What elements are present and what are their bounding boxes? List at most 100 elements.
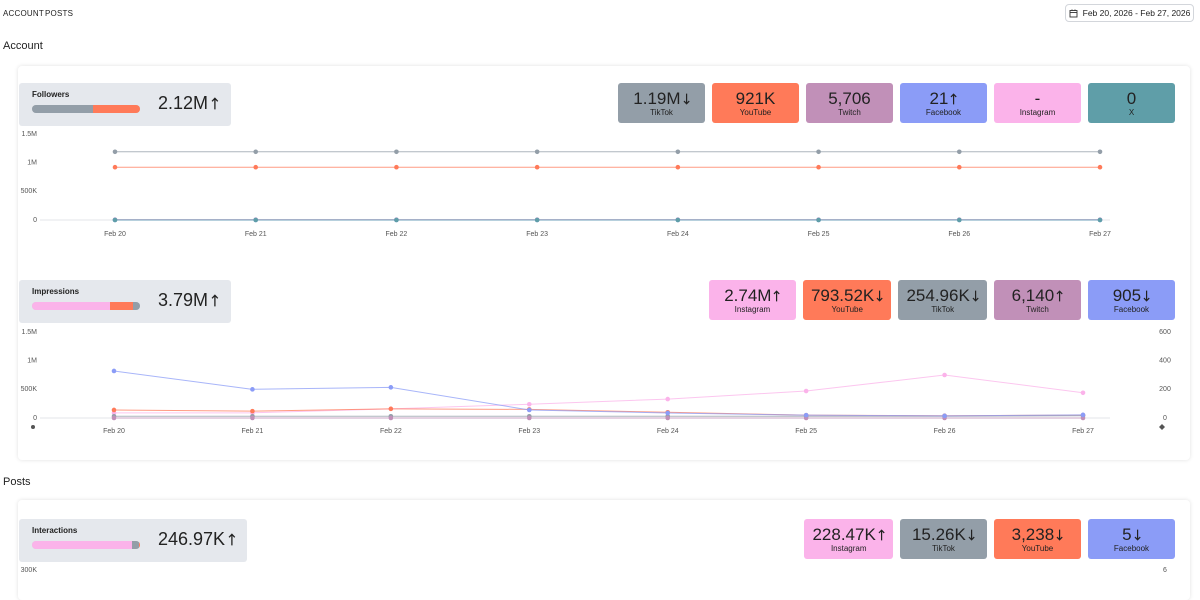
y-tick-label: 500K — [21, 386, 38, 393]
x-tick-label: Feb 27 — [1072, 428, 1094, 435]
y-tick-label: 1.5M — [21, 131, 37, 138]
x-tick-label: Feb 21 — [242, 428, 264, 435]
series-point — [394, 218, 399, 223]
platform-value: 793.52K — [811, 286, 874, 305]
trend-up-icon — [773, 290, 780, 302]
trend-down-icon — [968, 529, 975, 541]
x-tick-label: Feb 22 — [380, 428, 402, 435]
series-point — [112, 369, 117, 374]
x-tick-label: Feb 27 — [1089, 231, 1111, 238]
trend-down-icon — [1134, 529, 1141, 541]
platform-name: YouTube — [740, 108, 771, 117]
x-tick-label: Feb 20 — [104, 231, 126, 238]
series-point — [389, 407, 394, 412]
platform-value-row: 3,238 — [1012, 525, 1064, 544]
share-segment — [32, 105, 93, 113]
series-point — [535, 165, 540, 170]
series-point — [676, 218, 681, 223]
series-point — [112, 416, 117, 421]
platform-value: 905 — [1113, 286, 1141, 305]
platform-value: 21 — [929, 89, 948, 108]
platform-value-row: 921K — [736, 89, 776, 108]
platform-value: 254.96K — [906, 286, 969, 305]
series-point — [394, 149, 399, 154]
series-point — [389, 385, 394, 390]
platform-value: 5,706 — [828, 89, 871, 108]
series-point — [113, 218, 118, 223]
series-point — [535, 218, 540, 223]
x-tick-label: Feb 21 — [245, 231, 267, 238]
y-tick-label: 1.5M — [21, 329, 37, 336]
platform-value-row: - — [1035, 89, 1041, 108]
y-tick-label: 500K — [21, 188, 38, 195]
arrow-path — [951, 94, 956, 104]
series-point — [113, 149, 118, 154]
platform-tile[interactable]: -Instagram — [994, 83, 1081, 123]
series-point — [253, 149, 258, 154]
series-point — [665, 397, 670, 402]
y-tick-label: 0 — [33, 415, 37, 422]
platform-value-row: 6,140 — [1012, 286, 1064, 305]
platform-name: Twitch — [1026, 305, 1049, 314]
series-point — [250, 416, 255, 421]
platform-value: 2.74M — [724, 286, 771, 305]
arrow-path — [973, 290, 978, 300]
x-tick-label: Feb 23 — [526, 231, 548, 238]
series-point — [113, 165, 118, 170]
platform-value: 3,238 — [1012, 525, 1055, 544]
series-point — [1098, 165, 1103, 170]
platform-name: Twitch — [838, 108, 861, 117]
platform-value-row: 228.47K — [812, 525, 885, 544]
series-point — [816, 218, 821, 223]
platform-name: Facebook — [1114, 544, 1149, 553]
arrow-path — [229, 534, 235, 545]
metric-total-row: 2.12M — [158, 93, 219, 114]
x-tick-label: Feb 26 — [934, 428, 956, 435]
platform-value: 921K — [736, 89, 776, 108]
axis-marker — [1159, 424, 1165, 430]
platform-name: Facebook — [926, 108, 961, 117]
share-segment — [110, 302, 133, 310]
series-point — [1081, 390, 1086, 395]
trend-down-icon — [1056, 529, 1063, 541]
series-point — [665, 416, 670, 421]
series-point — [1098, 218, 1103, 223]
y2-tick-label: 200 — [1159, 386, 1171, 393]
y-tick-label: 1M — [27, 160, 37, 167]
series-line — [114, 371, 1083, 416]
trend-down-icon — [876, 290, 883, 302]
platform-name: TikTok — [650, 108, 673, 117]
series-point — [816, 165, 821, 170]
platform-name: Facebook — [1114, 305, 1149, 314]
axis-marker — [31, 425, 35, 429]
arrow-path — [212, 98, 218, 109]
series-point — [942, 414, 947, 419]
series-point — [804, 389, 809, 394]
metric-total: 246.97K — [158, 529, 225, 550]
series-point — [250, 409, 255, 414]
share-segment — [133, 302, 140, 310]
share-segment — [132, 541, 139, 549]
y2-tick-label: 6 — [1163, 567, 1167, 573]
metric-total-row: 246.97K — [158, 529, 236, 550]
arrow-path — [969, 529, 974, 539]
x-tick-label: Feb 20 — [103, 428, 125, 435]
series-point — [394, 165, 399, 170]
